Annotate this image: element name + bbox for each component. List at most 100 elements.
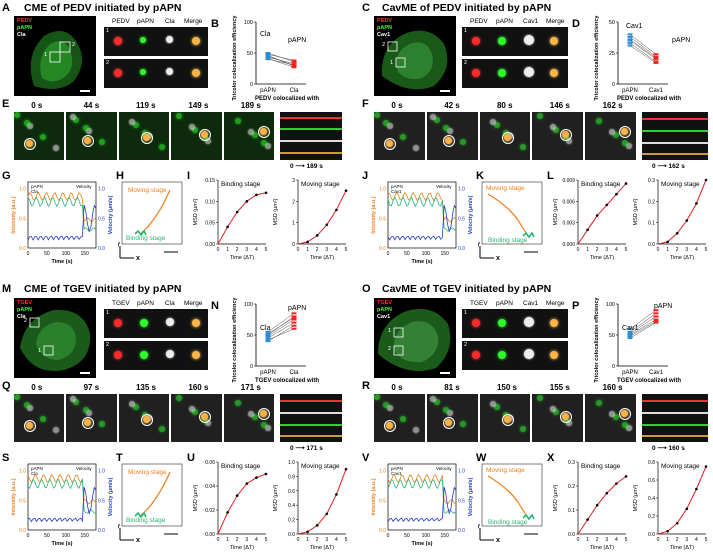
tracked-particle-ring <box>82 417 95 429</box>
binding-stage-label: Binding stage <box>488 237 528 244</box>
x-tick-label: 4 <box>255 247 258 253</box>
x-axis-letter: x <box>496 255 500 260</box>
channel-strip-a2: 2 <box>104 59 208 88</box>
background-blob <box>132 404 139 410</box>
tracked-particle-ring <box>619 408 632 420</box>
pair-line <box>629 39 657 59</box>
y2-axis-title: Velocity (μm/s) <box>108 195 114 234</box>
x-tick-label: 1 <box>226 537 229 543</box>
y-tick-label: 0.1 <box>648 221 655 227</box>
y-tick-label: 100 <box>244 20 253 26</box>
timelapse-frame: 81 s <box>426 383 478 442</box>
timestamp: 80 s <box>496 101 513 110</box>
pair-line <box>629 321 657 337</box>
y-tick-label: 0 <box>612 82 615 88</box>
panel-label-k: K <box>476 170 484 182</box>
y-tick-label: 0.15 <box>205 178 215 184</box>
background-blob <box>264 143 271 149</box>
binding-trajectory <box>522 513 535 521</box>
papn-point <box>265 52 271 54</box>
pair-line <box>629 34 657 55</box>
y-tick-label: 0.4 <box>288 503 295 509</box>
msd-fit-line <box>657 466 707 535</box>
msd-point <box>624 475 628 478</box>
pair-line <box>267 328 295 341</box>
msd-stage-title: Binding stage <box>221 181 261 188</box>
moving-trajectory <box>139 189 171 235</box>
tracked-particle-ring <box>384 420 396 432</box>
plot-frame <box>387 181 457 249</box>
pair-line <box>267 319 295 337</box>
y-tick-label: 0.04 <box>205 484 215 490</box>
moving-stage-label: Moving stage <box>128 469 167 476</box>
y-tick-label: 0 <box>250 82 253 88</box>
background-blob <box>175 395 182 401</box>
papn-intensity-line <box>27 191 97 223</box>
background-blob <box>613 414 620 420</box>
background-blob <box>549 406 556 412</box>
y-tick-label: 0.5 <box>379 498 386 504</box>
background-blob <box>235 400 242 406</box>
x-tick-label: 5 <box>345 247 348 253</box>
plot-frame <box>27 463 97 531</box>
background-blob <box>387 123 393 129</box>
x-tick-label: 3 <box>245 247 248 253</box>
y-tick-label: 2 <box>292 199 295 205</box>
x-label-partner: Cla <box>289 88 299 94</box>
moving-stage-label: Moving stage <box>128 187 167 194</box>
background-blob <box>192 409 199 415</box>
kymograph-r <box>642 394 708 442</box>
timelapse-frame: 189 s <box>223 101 274 160</box>
intensity-chart-g: 0.0 0.0 0.5 0.5 1.0 1.0 0 50 100 150 Time (s) Inten… <box>11 181 114 265</box>
quadrant-title-4: CavME of TGEV initiated by pAPN <box>382 283 552 295</box>
panel-label-f: F <box>362 98 369 110</box>
papn-point <box>627 38 633 41</box>
background-blob <box>248 129 255 135</box>
x-tick-label: 100 <box>62 251 71 257</box>
y-axis-title: Intensity (a.u.) <box>11 196 17 233</box>
y-tick-label: 1.0 <box>379 187 386 193</box>
msd-point <box>255 193 258 197</box>
background-blob <box>69 396 76 402</box>
papn-intensity-line <box>387 191 457 223</box>
background-blob <box>493 404 500 410</box>
x-tick-label: 2 <box>236 537 239 543</box>
legend-papn: pAPN <box>17 25 32 31</box>
tracked-particle-ring <box>501 132 514 144</box>
y-axis-title: MSD (μm²) <box>633 484 639 511</box>
binding-trajectory <box>134 511 147 519</box>
x-tick-label: 4 <box>695 247 698 253</box>
x-tick-label: 150 <box>80 251 89 257</box>
panel-label-s: S <box>2 452 10 464</box>
msd-point <box>615 192 618 196</box>
x-tick-label: 0 <box>577 247 580 253</box>
y-tick-label: 0.006 <box>562 199 575 205</box>
legend-velocity: Velocity <box>76 466 92 471</box>
x-axis-title: PEDV colocalized with <box>617 96 681 102</box>
tracked-particle-ring <box>24 420 36 432</box>
papn-point <box>627 330 633 333</box>
plot-frame <box>27 181 97 249</box>
in-plot-label-a: Cla <box>260 325 271 332</box>
timestamp: 0 s <box>31 383 43 392</box>
y-tick-label: 0.0 <box>379 246 386 252</box>
panel-label-l: L <box>547 170 554 182</box>
background-blob <box>459 139 466 145</box>
x-axis-title: Time (s) <box>52 541 73 547</box>
x-axis-title: Time (s) <box>412 259 433 265</box>
papn-point <box>627 334 633 336</box>
background-blob <box>205 138 212 144</box>
msd-stage-title: Moving stage <box>301 181 340 188</box>
y-tick-label: 0.5 <box>19 216 26 222</box>
in-plot-label-a: Cav1 <box>626 23 642 30</box>
trajectory-k: Moving stage Binding stage y x <box>478 181 543 260</box>
background-blob <box>489 119 496 125</box>
y-tick-label: 50 <box>247 51 253 57</box>
x-tick-label: 2 <box>596 247 599 253</box>
y-tick-label: 0 <box>292 242 295 248</box>
msd-point <box>335 208 338 212</box>
y2-tick-label: 1.0 <box>98 469 105 475</box>
papn-point <box>627 39 633 42</box>
